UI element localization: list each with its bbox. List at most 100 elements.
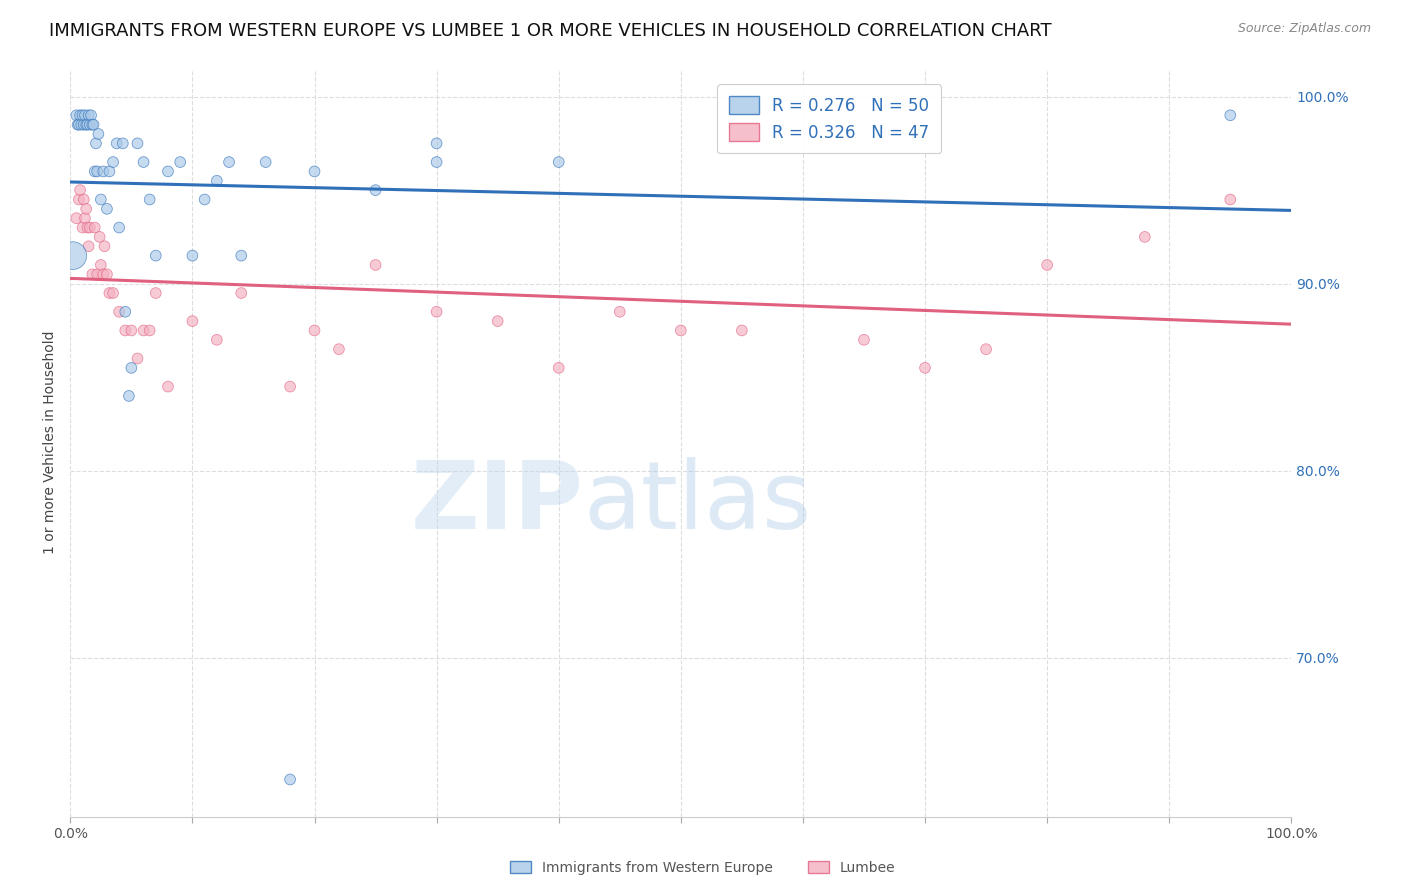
Point — [254, 155, 277, 169]
Point — [79, 220, 101, 235]
Point — [80, 108, 103, 122]
Text: IMMIGRANTS FROM WESTERN EUROPE VS LUMBEE 1 OR MORE VEHICLES IN HOUSEHOLD CORRELA: IMMIGRANTS FROM WESTERN EUROPE VS LUMBEE… — [49, 22, 1052, 40]
Point — [83, 220, 105, 235]
Point — [194, 193, 217, 207]
Point — [77, 239, 100, 253]
Point — [86, 268, 108, 282]
Point — [98, 286, 121, 301]
Point — [304, 323, 326, 337]
Point — [101, 286, 124, 301]
Point — [127, 351, 149, 366]
Point — [72, 108, 94, 122]
Point — [73, 118, 96, 132]
Text: ZIP: ZIP — [411, 457, 583, 549]
Point — [138, 193, 160, 207]
Point — [65, 211, 87, 226]
Y-axis label: 1 or more Vehicles in Household: 1 or more Vehicles in Household — [44, 331, 58, 555]
Point — [69, 108, 91, 122]
Point — [974, 342, 997, 356]
Point — [145, 249, 167, 263]
Point — [231, 286, 253, 301]
Point — [669, 323, 692, 337]
Point — [156, 379, 179, 393]
Point — [73, 193, 96, 207]
Point — [328, 342, 350, 356]
Point — [67, 118, 90, 132]
Point — [609, 304, 631, 318]
Point — [111, 136, 134, 151]
Point — [278, 379, 301, 393]
Point — [1219, 193, 1241, 207]
Point — [67, 193, 90, 207]
Point — [132, 323, 155, 337]
Point — [87, 127, 110, 141]
Point — [91, 164, 114, 178]
Point — [138, 323, 160, 337]
Point — [82, 118, 104, 132]
Point — [181, 249, 204, 263]
Point — [73, 108, 96, 122]
Point — [205, 333, 228, 347]
Point — [364, 258, 387, 272]
Point — [75, 202, 97, 216]
Point — [127, 136, 149, 151]
Point — [62, 249, 84, 263]
Point — [1133, 230, 1156, 244]
Point — [90, 258, 112, 272]
Point — [145, 286, 167, 301]
Point — [547, 155, 569, 169]
Point — [108, 220, 131, 235]
Point — [486, 314, 509, 328]
Point — [66, 118, 89, 132]
Point — [83, 164, 105, 178]
Point — [69, 183, 91, 197]
Point — [852, 333, 875, 347]
Point — [426, 155, 449, 169]
Point — [304, 164, 326, 178]
Point — [1036, 258, 1059, 272]
Point — [98, 164, 121, 178]
Point — [156, 164, 179, 178]
Point — [75, 118, 97, 132]
Point — [218, 155, 240, 169]
Point — [426, 304, 449, 318]
Point — [118, 389, 141, 403]
Legend: R = 0.276   N = 50, R = 0.326   N = 47: R = 0.276 N = 50, R = 0.326 N = 47 — [717, 85, 941, 153]
Point — [108, 304, 131, 318]
Point — [426, 136, 449, 151]
Point — [278, 772, 301, 787]
Text: Source: ZipAtlas.com: Source: ZipAtlas.com — [1237, 22, 1371, 36]
Point — [114, 304, 136, 318]
Point — [731, 323, 754, 337]
Point — [1219, 108, 1241, 122]
Point — [82, 268, 104, 282]
Point — [105, 136, 128, 151]
Point — [96, 202, 118, 216]
Text: atlas: atlas — [583, 457, 811, 549]
Point — [83, 118, 105, 132]
Point — [84, 136, 107, 151]
Point — [89, 230, 111, 244]
Point — [76, 118, 98, 132]
Point — [86, 164, 108, 178]
Point — [79, 118, 101, 132]
Point — [72, 220, 94, 235]
Point — [90, 193, 112, 207]
Point — [914, 360, 936, 375]
Point — [205, 174, 228, 188]
Point — [120, 360, 142, 375]
Point — [132, 155, 155, 169]
Point — [114, 323, 136, 337]
Point — [65, 108, 87, 122]
Point — [181, 314, 204, 328]
Legend: Immigrants from Western Europe, Lumbee: Immigrants from Western Europe, Lumbee — [505, 855, 901, 880]
Point — [70, 118, 93, 132]
Point — [547, 360, 569, 375]
Point — [120, 323, 142, 337]
Point — [101, 155, 124, 169]
Point — [96, 268, 118, 282]
Point — [73, 211, 96, 226]
Point — [91, 268, 114, 282]
Point — [169, 155, 191, 169]
Point — [93, 239, 115, 253]
